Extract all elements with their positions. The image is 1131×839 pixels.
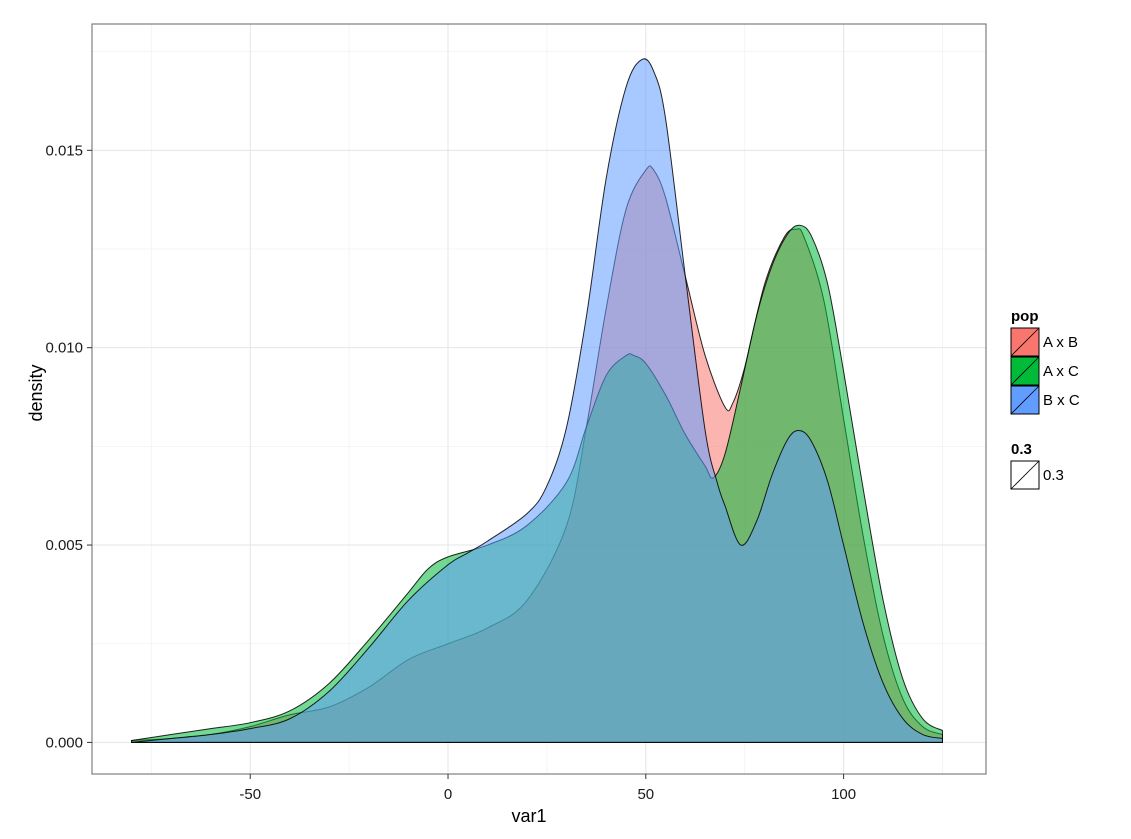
x-tick-label: 0 [444,786,452,803]
x-tick-label: 50 [637,786,654,803]
y-tick-label: 0.010 [45,340,83,357]
y-axis: 0.000 0.005 0.010 0.015 [45,142,92,751]
x-tick-label: 100 [831,786,856,803]
y-tick-label: 0.005 [45,537,83,554]
plot-panel [91,23,987,775]
legend-key-slash [1010,460,1040,490]
y-tick-label: 0.015 [45,142,83,159]
legend-label: B x C [1043,392,1080,409]
y-axis-title: density [26,364,46,421]
x-tick-label: -50 [239,786,261,803]
legend-item-b-x-c: B x C [1010,385,1080,415]
panel-border [91,23,987,775]
legend-key-slash [1010,356,1040,386]
density-areas [131,58,943,743]
x-axis: -50 0 50 100 [239,774,856,803]
legend-label: A x C [1043,363,1079,380]
legend-item-a-x-b: A x B [1010,327,1078,357]
legend-item-a-x-c: A x C [1010,356,1079,386]
legend-title: pop [1011,308,1039,325]
legend-key-slash [1010,327,1040,357]
legend-label: A x B [1043,334,1078,351]
legend-title: 0.3 [1011,441,1032,458]
x-axis-title: var1 [511,806,546,826]
legend-item-0.3: 0.3 [1010,460,1064,490]
y-tick-label: 0.000 [45,734,83,751]
density-area-b-x-c [131,58,943,743]
legend-key-slash [1010,385,1040,415]
legend-label: 0.3 [1043,467,1064,484]
